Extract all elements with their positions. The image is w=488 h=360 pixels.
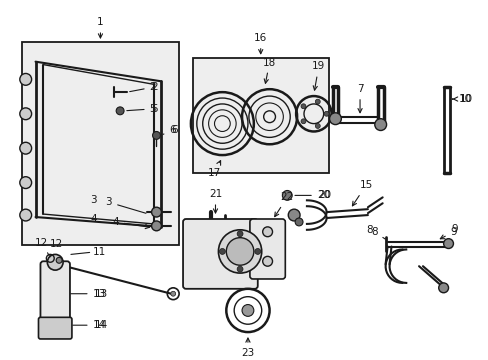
Text: 3: 3 xyxy=(105,197,145,213)
Text: 3: 3 xyxy=(90,195,97,205)
Circle shape xyxy=(374,119,386,130)
Circle shape xyxy=(20,108,32,120)
Text: 9: 9 xyxy=(450,224,457,234)
Circle shape xyxy=(20,73,32,85)
Circle shape xyxy=(329,113,341,125)
Circle shape xyxy=(287,209,300,221)
Text: 21: 21 xyxy=(208,189,222,213)
Text: 2: 2 xyxy=(129,82,156,92)
Text: 12: 12 xyxy=(50,239,63,248)
FancyBboxPatch shape xyxy=(41,261,70,321)
Text: 6: 6 xyxy=(163,126,176,135)
Circle shape xyxy=(152,131,160,139)
FancyBboxPatch shape xyxy=(183,219,257,289)
Text: 20: 20 xyxy=(318,190,331,201)
Text: 19: 19 xyxy=(311,62,325,90)
Text: 14: 14 xyxy=(94,320,107,330)
Text: 11: 11 xyxy=(92,247,105,257)
Circle shape xyxy=(315,99,320,104)
Text: 2: 2 xyxy=(151,82,158,92)
Circle shape xyxy=(219,248,225,255)
FancyBboxPatch shape xyxy=(249,219,285,279)
Circle shape xyxy=(262,256,272,266)
Text: 16: 16 xyxy=(254,33,267,54)
Text: 12: 12 xyxy=(35,238,50,257)
Text: 5: 5 xyxy=(126,104,156,114)
Text: 8: 8 xyxy=(365,225,372,235)
Circle shape xyxy=(295,218,303,226)
Circle shape xyxy=(20,177,32,189)
Circle shape xyxy=(226,238,253,265)
Circle shape xyxy=(438,283,447,293)
Text: 1: 1 xyxy=(97,17,103,38)
Circle shape xyxy=(254,248,260,255)
Circle shape xyxy=(282,190,292,200)
Text: 5: 5 xyxy=(151,104,158,114)
Circle shape xyxy=(47,255,63,270)
Circle shape xyxy=(151,221,161,231)
Circle shape xyxy=(443,239,452,248)
Text: 17: 17 xyxy=(207,161,221,178)
Text: 4: 4 xyxy=(112,217,149,229)
Text: 22: 22 xyxy=(274,192,293,217)
Circle shape xyxy=(237,231,243,237)
Circle shape xyxy=(20,209,32,221)
Text: 10: 10 xyxy=(452,94,470,104)
Text: 13: 13 xyxy=(94,289,107,299)
Text: 4: 4 xyxy=(90,214,97,224)
Bar xyxy=(192,58,328,173)
Circle shape xyxy=(56,257,62,263)
Circle shape xyxy=(116,107,124,115)
Text: 10: 10 xyxy=(458,94,471,104)
Circle shape xyxy=(315,123,320,129)
Circle shape xyxy=(151,207,161,217)
Text: 18: 18 xyxy=(263,58,276,83)
Circle shape xyxy=(242,305,253,316)
Text: 6: 6 xyxy=(171,126,178,135)
Text: 8: 8 xyxy=(370,227,385,239)
Circle shape xyxy=(237,266,243,272)
Text: 9: 9 xyxy=(439,227,456,239)
Circle shape xyxy=(20,142,32,154)
Circle shape xyxy=(301,119,305,124)
Text: 14: 14 xyxy=(73,320,105,330)
FancyBboxPatch shape xyxy=(39,317,72,339)
Text: 13: 13 xyxy=(71,289,105,299)
Text: 23: 23 xyxy=(241,338,254,358)
Text: 7: 7 xyxy=(356,84,363,113)
Bar xyxy=(22,42,179,244)
Text: 15: 15 xyxy=(352,180,372,206)
Circle shape xyxy=(218,230,261,273)
Circle shape xyxy=(262,227,272,237)
Circle shape xyxy=(324,111,328,116)
Circle shape xyxy=(301,104,305,109)
Circle shape xyxy=(170,291,175,296)
Text: 20: 20 xyxy=(294,190,329,201)
